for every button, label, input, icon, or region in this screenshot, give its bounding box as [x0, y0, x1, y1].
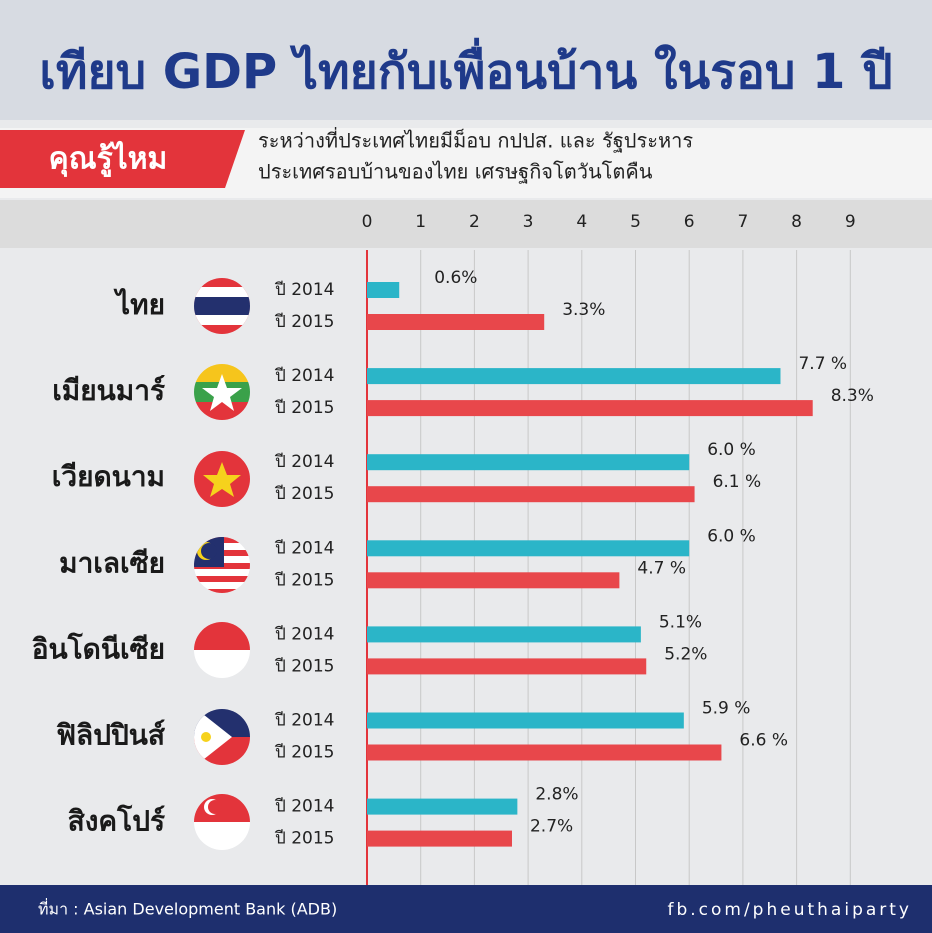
chart-title: เทียบ GDP ไทยกับเพื่อนบ้าน ในรอบ 1 ปี: [39, 37, 892, 100]
x-tick-label: 5: [630, 212, 641, 232]
x-tick-label: 2: [469, 212, 480, 232]
bar: [367, 454, 690, 471]
category-label: ฟิลิปปินส์: [56, 719, 166, 752]
x-tick-label: 9: [845, 212, 856, 232]
bar: [367, 658, 647, 675]
bar: [367, 744, 722, 761]
value-label: 7.7 %: [798, 354, 847, 374]
value-label: 5.1%: [659, 612, 702, 632]
subtitle: ระหว่างที่ประเทศไทยมีม็อบ กปปส. และ รัฐป…: [258, 127, 693, 153]
x-tick-label: 3: [523, 212, 534, 232]
value-label: 6.6 %: [739, 731, 788, 751]
badge: คุณรู้ไหม: [49, 141, 168, 178]
series-label: ปี 2015: [274, 398, 334, 418]
series-label: ปี 2015: [274, 312, 334, 332]
x-tick-label: 4: [576, 212, 587, 232]
header-bg: [0, 0, 932, 120]
value-label: 8.3%: [831, 386, 874, 406]
series-label: ปี 2014: [274, 366, 334, 386]
credit: fb.com/pheuthaiparty: [667, 900, 912, 920]
bar: [367, 572, 620, 589]
series-label: ปี 2015: [274, 743, 334, 763]
series-label: ปี 2014: [274, 711, 334, 731]
x-tick-label: 7: [737, 212, 748, 232]
series-label: ปี 2015: [274, 829, 334, 849]
x-tick-label: 6: [684, 212, 695, 232]
value-label: 5.9 %: [702, 699, 751, 719]
category-label: มาเลเซีย: [59, 546, 165, 579]
x-tick-label: 8: [791, 212, 802, 232]
flag-myanmar: [194, 364, 250, 420]
bar: [367, 798, 518, 815]
bar: [367, 626, 641, 643]
source: ที่มา : Asian Development Bank (ADB): [38, 898, 337, 919]
x-tick-label: 1: [415, 212, 426, 232]
series-label: ปี 2014: [274, 797, 334, 817]
value-label: 0.6%: [434, 268, 477, 288]
category-label: อินโดนีเซีย: [32, 631, 165, 665]
value-label: 5.2%: [664, 644, 707, 664]
bar: [367, 368, 781, 385]
series-label: ปี 2014: [274, 280, 334, 300]
axis-band: [0, 200, 932, 248]
series-label: ปี 2014: [274, 538, 334, 558]
category-label: ไทย: [113, 288, 165, 321]
badge-bg: [0, 130, 245, 188]
value-label: 2.7%: [530, 817, 573, 837]
bar: [367, 712, 684, 729]
value-label: 2.8%: [535, 785, 578, 805]
series-label: ปี 2015: [274, 570, 334, 590]
bar: [367, 830, 512, 847]
value-label: 6.0 %: [707, 440, 756, 460]
bar: [367, 282, 400, 298]
value-label: 4.7 %: [637, 558, 686, 578]
bar: [367, 314, 545, 330]
value-label: 3.3%: [562, 300, 605, 320]
subtitle: ประเทศรอบบ้านของไทย เศรษฐกิจโตวันโตคืน: [258, 160, 653, 184]
flag-vietnam: [194, 451, 250, 507]
bar: [367, 400, 813, 417]
footer-bg: [0, 885, 932, 933]
category-label: สิงคโปร์: [68, 804, 165, 838]
value-label: 6.0 %: [707, 526, 756, 546]
value-label: 6.1 %: [713, 472, 762, 492]
category-label: เวียดนาม: [52, 460, 165, 493]
bar: [367, 540, 690, 557]
series-label: ปี 2015: [274, 484, 334, 504]
series-label: ปี 2014: [274, 624, 334, 644]
bar: [367, 486, 695, 503]
series-label: ปี 2015: [274, 656, 334, 676]
series-label: ปี 2014: [274, 452, 334, 472]
x-tick-label: 0: [362, 212, 373, 232]
flag-thailand: [194, 278, 250, 334]
category-label: เมียนมาร์: [52, 374, 165, 407]
